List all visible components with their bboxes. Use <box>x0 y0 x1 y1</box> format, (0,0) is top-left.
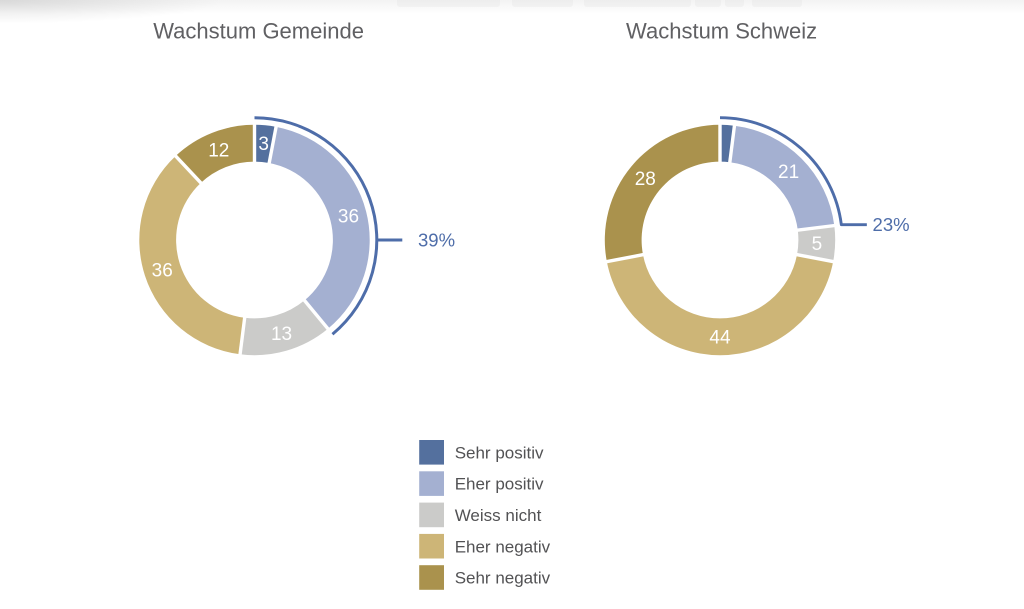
svg-text:13: 13 <box>271 324 292 345</box>
svg-text:Weiss nicht: Weiss nicht <box>455 506 542 525</box>
svg-text:Sehr negativ: Sehr negativ <box>455 569 551 588</box>
svg-text:Eher positiv: Eher positiv <box>455 475 544 494</box>
svg-text:Sehr positiv: Sehr positiv <box>455 443 544 462</box>
svg-text:Eher negativ: Eher negativ <box>455 537 551 556</box>
svg-text:12: 12 <box>208 141 229 162</box>
svg-text:5: 5 <box>812 234 823 255</box>
svg-text:39%: 39% <box>418 230 455 251</box>
svg-text:Wachstum Gemeinde: Wachstum Gemeinde <box>153 18 364 43</box>
svg-text:21: 21 <box>778 162 799 183</box>
svg-text:36: 36 <box>338 207 359 228</box>
svg-text:44: 44 <box>709 328 731 349</box>
svg-text:3: 3 <box>258 134 269 155</box>
svg-text:28: 28 <box>635 169 656 190</box>
svg-text:23%: 23% <box>873 214 910 235</box>
svg-text:36: 36 <box>152 261 173 282</box>
svg-text:Wachstum Schweiz: Wachstum Schweiz <box>626 18 817 43</box>
